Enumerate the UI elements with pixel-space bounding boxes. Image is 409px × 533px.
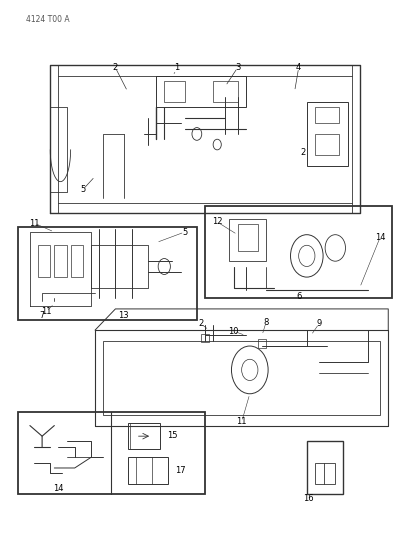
Bar (54, 245, 66, 277)
Text: 10: 10 (228, 327, 238, 336)
Text: 2: 2 (198, 319, 203, 328)
Bar (237, 224, 257, 251)
Text: 9: 9 (316, 319, 321, 328)
Bar (314, 134, 339, 155)
Text: 11: 11 (29, 219, 39, 228)
Text: 8: 8 (263, 318, 268, 327)
Text: 16: 16 (303, 494, 313, 503)
Text: 14: 14 (53, 483, 63, 492)
Bar (127, 423, 160, 449)
Bar (164, 81, 184, 102)
Bar (306, 102, 347, 166)
Bar (314, 108, 339, 123)
Text: 12: 12 (211, 217, 222, 227)
Bar (257, 339, 265, 348)
Text: 6: 6 (295, 292, 301, 301)
Bar (70, 245, 83, 277)
Bar (229, 219, 265, 261)
Bar (103, 341, 379, 415)
Bar (18, 413, 204, 495)
Text: 4124 T00 A: 4124 T00 A (26, 15, 69, 25)
Text: 14: 14 (374, 233, 384, 242)
Text: 2: 2 (299, 148, 305, 157)
Bar (204, 206, 391, 298)
Bar (18, 227, 196, 319)
Bar (127, 457, 168, 484)
Text: 3: 3 (234, 63, 240, 72)
Bar (156, 76, 245, 108)
Text: 7: 7 (40, 311, 45, 320)
Text: 11: 11 (41, 307, 51, 316)
Text: 11: 11 (236, 417, 246, 426)
Bar (200, 334, 209, 342)
Text: 1: 1 (173, 63, 179, 72)
Text: 15: 15 (167, 431, 177, 440)
Bar (314, 463, 335, 484)
Text: 5: 5 (80, 185, 85, 194)
Bar (306, 441, 343, 495)
Bar (38, 245, 50, 277)
Bar (213, 81, 237, 102)
Text: 2: 2 (112, 63, 118, 72)
Text: 5: 5 (182, 228, 187, 237)
Text: 13: 13 (118, 311, 128, 320)
Text: 4: 4 (295, 63, 301, 72)
Text: 17: 17 (175, 466, 185, 475)
